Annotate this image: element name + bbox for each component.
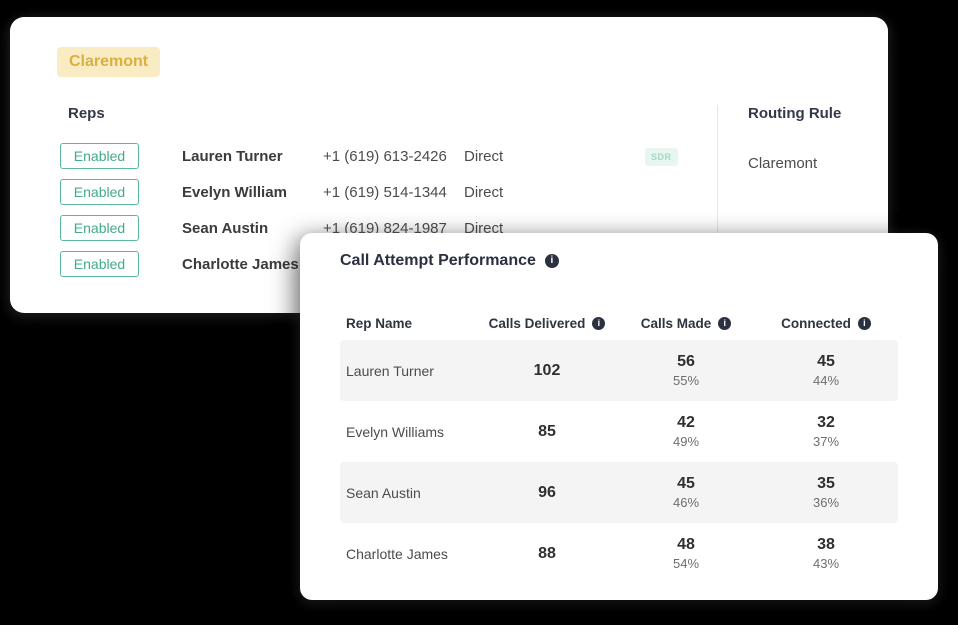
- info-icon[interactable]: [592, 317, 606, 330]
- rep-name: Charlotte James: [182, 256, 299, 273]
- cell-rep-name: Sean Austin: [346, 484, 421, 501]
- rep-row: Enabled Charlotte James: [10, 251, 888, 277]
- call-type: Direct: [464, 148, 504, 165]
- enabled-toggle[interactable]: Enabled: [60, 251, 139, 277]
- cell-rep-name: Charlotte James: [346, 545, 448, 562]
- cell-connected: 35 36%: [812, 474, 840, 510]
- cell-calls-made: 48 54%: [672, 535, 700, 571]
- cell-calls-made: 56 55%: [672, 352, 700, 388]
- cell-connected: 45 44%: [812, 352, 840, 388]
- rep-name: Sean Austin: [182, 220, 269, 237]
- table-row: Evelyn Williams 85 42 49% 32 37%: [340, 401, 898, 462]
- cell-connected: 38 43%: [812, 535, 840, 571]
- reps-heading: Reps: [68, 105, 105, 122]
- table-header-row: Rep Name Calls Delivered Calls Made Conn…: [340, 307, 898, 340]
- info-icon[interactable]: [718, 317, 732, 330]
- cell-calls-delivered: 96: [538, 483, 556, 501]
- rep-row: Enabled Evelyn William +1 (619) 514-1344…: [10, 179, 888, 205]
- call-type: Direct: [464, 220, 504, 237]
- rep-phone: +1 (619) 514-1344: [323, 184, 447, 201]
- rep-row: Enabled Lauren Turner +1 (619) 613-2426 …: [10, 143, 888, 169]
- sdr-badge: SDR: [645, 148, 678, 166]
- routing-rule-value: Claremont: [748, 155, 818, 172]
- cell-calls-delivered: 88: [538, 544, 556, 562]
- info-icon[interactable]: [857, 317, 871, 330]
- enabled-toggle[interactable]: Enabled: [60, 143, 139, 169]
- cell-rep-name: Lauren Turner: [346, 362, 434, 379]
- panel-title: Call Attempt Performance: [340, 252, 536, 269]
- column-header-calls-made: Calls Made: [618, 316, 754, 331]
- cell-calls-made: 42 49%: [672, 413, 700, 449]
- call-type: Direct: [464, 184, 504, 201]
- table-row: Sean Austin 96 45 46% 35 36%: [340, 462, 898, 523]
- column-header-connected: Connected: [754, 316, 898, 331]
- table-row: Lauren Turner 102 56 55% 45 44%: [340, 340, 898, 401]
- performance-table: Rep Name Calls Delivered Calls Made Conn…: [340, 307, 898, 584]
- cell-calls-delivered: 85: [538, 422, 556, 440]
- rep-phone: +1 (619) 824-1987: [323, 220, 447, 237]
- cell-connected: 32 37%: [812, 413, 840, 449]
- cell-calls-made: 45 46%: [672, 474, 700, 510]
- cell-rep-name: Evelyn Williams: [346, 423, 445, 440]
- rep-row: Enabled Sean Austin +1 (619) 824-1987 Di…: [10, 215, 888, 241]
- group-tag: Claremont: [57, 47, 161, 77]
- call-attempt-performance-panel: Call Attempt Performance Rep Name Calls …: [300, 233, 938, 600]
- rep-name: Evelyn William: [182, 184, 287, 201]
- enabled-toggle[interactable]: Enabled: [60, 179, 139, 205]
- routing-rule-heading: Routing Rule: [748, 105, 842, 122]
- column-header-calls-delivered: Calls Delivered: [476, 316, 618, 331]
- enabled-toggle[interactable]: Enabled: [60, 215, 139, 241]
- cell-calls-delivered: 102: [533, 361, 561, 379]
- table-row: Charlotte James 88 48 54% 38 43%: [340, 523, 898, 584]
- panel-divider: [717, 105, 718, 283]
- info-icon[interactable]: [544, 254, 559, 268]
- rep-name: Lauren Turner: [182, 148, 283, 165]
- column-header-rep-name: Rep Name: [346, 316, 413, 331]
- rep-phone: +1 (619) 613-2426: [323, 148, 447, 165]
